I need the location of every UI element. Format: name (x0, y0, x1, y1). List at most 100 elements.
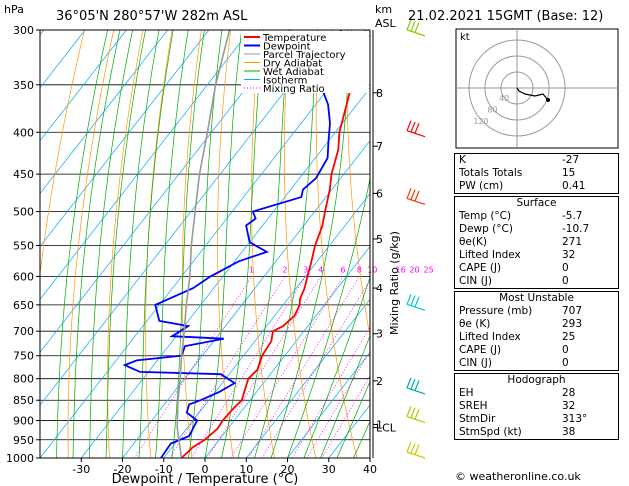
isotherm-line (40, 30, 210, 248)
wet-adiabat-line (221, 30, 264, 458)
dry-adiabat-line (145, 30, 173, 458)
most-unstable-title: Most Unstable (499, 292, 574, 304)
wind-barb (406, 188, 426, 205)
mixing-ratio-label: 16 (396, 265, 406, 274)
wet-adiabat-line (320, 334, 370, 458)
location-title: 36°05'N 280°57'W 282m ASL (56, 9, 248, 24)
temperature-tick-label: 10 (239, 463, 253, 476)
wet-adiabat-line (270, 30, 352, 458)
hodograph-title: Hodograph (507, 374, 566, 386)
dewpoint-line (122, 30, 345, 458)
isotherm-line (40, 34, 370, 458)
km-tick-label: 6 (376, 187, 383, 200)
wind-barb (406, 441, 426, 459)
mixing-ratio-label: 6 (340, 265, 345, 274)
pressure-tick-label: 850 (13, 394, 34, 407)
mixing-ratio-axis-title: Mixing Ratio (g/kg) (388, 231, 401, 335)
temperature-tick-label: 40 (363, 463, 377, 476)
pressure-tick-label: 450 (13, 168, 34, 181)
temperature-line (180, 30, 367, 458)
mixing-ratio-label: 1 (249, 265, 254, 274)
pressure-tick-label: 750 (13, 350, 34, 363)
temperature-tick-label: -30 (72, 463, 90, 476)
pressure-tick-label: 300 (13, 24, 34, 37)
wet-adiabat-line (254, 30, 319, 458)
pressure-tick-label: 650 (13, 299, 34, 312)
legend-label: Parcel Trajectory (263, 50, 346, 61)
surface-title: Surface (516, 197, 557, 209)
km-tick-label: 8 (376, 87, 383, 100)
km-tick-label: 5 (376, 233, 383, 246)
pressure-tick-label: 500 (13, 206, 34, 219)
hodograph-row: StmSpd (kt) 38 (459, 426, 576, 438)
unstable-row: Pressure (mb) 707 (459, 305, 583, 317)
km-tick-label: LCL (376, 422, 397, 435)
pressure-tick-label: 550 (13, 239, 34, 252)
isotherm-line (40, 30, 168, 195)
pressure-tick-label: 800 (13, 373, 34, 386)
km-tick-label: 2 (376, 375, 383, 388)
pressure-tick-label: 900 (13, 415, 34, 428)
mixing-ratio-line (169, 276, 286, 458)
x-axis-title: Dewpoint / Temperature (°C) (112, 472, 299, 486)
wet-adiabat-line (72, 30, 121, 458)
wind-barb (406, 19, 426, 37)
wind-barb (406, 294, 426, 311)
mixing-ratio-label: 8 (357, 265, 362, 274)
wet-adiabat-line (155, 30, 189, 458)
km-tick-label: 3 (376, 328, 383, 341)
wet-adiabat-line (287, 176, 370, 458)
copyright-footer[interactable]: © weatheronline.co.uk (455, 470, 581, 483)
isotherm-line (204, 245, 370, 458)
hodograph-box: Hodograph EH 28 SREH 32 StmDir 313° StmSpd … (454, 373, 619, 440)
km-tick-label: 1 (376, 418, 383, 431)
wet-adiabat-line (237, 30, 290, 458)
dry-adiabat-line (40, 30, 85, 277)
pressure-tick-label: 600 (13, 270, 34, 283)
dry-adiabat-line (377, 30, 440, 458)
dry-adiabat-line (217, 30, 234, 458)
pressure-tick-label: 700 (13, 325, 34, 338)
isotherm-line (40, 30, 251, 300)
legend-label: Dewpoint (263, 42, 311, 53)
mixing-ratio-line (207, 276, 322, 458)
temperature-tick-label: 30 (322, 463, 336, 476)
isotherm-line (245, 298, 370, 458)
wet-adiabat-line (122, 30, 160, 458)
hodograph-row: StmDir 313° (459, 413, 588, 425)
unstable-row: CAPE (J) 0 (459, 344, 569, 356)
hodograph-ring-label: 40 (499, 94, 509, 103)
pressure-tick-label: 350 (13, 79, 34, 92)
indices-box: K -27 Totals Totals 15 PW (cm) 0.41 (454, 153, 619, 194)
hodograph-row: EH 28 (459, 387, 576, 399)
wet-adiabat-line (105, 30, 146, 458)
surface-row: Dewp (°C) -10.7 (459, 223, 590, 235)
mixing-ratio-line (191, 276, 306, 458)
surface-row: θe(K) 271 (459, 236, 583, 248)
hodograph-row: SREH 32 (459, 400, 576, 412)
wet-adiabat-line (89, 30, 133, 458)
legend-label: Temperature (262, 33, 326, 44)
mixing-ratio-line (248, 276, 360, 458)
pressure-tick-label: 950 (13, 434, 34, 447)
hpa-label: hPa (4, 3, 24, 16)
isotherm-line (40, 30, 127, 142)
isotherm-line (40, 30, 292, 353)
wind-barb (406, 406, 426, 424)
index-row-k: K -27 (459, 154, 580, 166)
dry-adiabat-line (315, 30, 358, 458)
wet-adiabat-line (188, 30, 223, 458)
wet-adiabat-line (204, 30, 242, 458)
unstable-row: CIN (J) 0 (459, 357, 569, 369)
legend-label: Mixing Ratio (263, 84, 325, 95)
pressure-tick-label: 400 (13, 126, 34, 139)
datetime-title: 21.02.2021 15GMT (Base: 12) (408, 9, 603, 24)
index-row-totals: Totals Totals 15 (459, 167, 576, 179)
asl-label: ASL (375, 17, 397, 30)
surface-row: CIN (J) 0 (459, 275, 569, 287)
mixing-ratio-line (133, 276, 252, 458)
most-unstable-box: Most Unstable Pressure (mb) 707 θe (K) 293… (454, 291, 619, 371)
temperature-tick-label: 0 (202, 463, 209, 476)
